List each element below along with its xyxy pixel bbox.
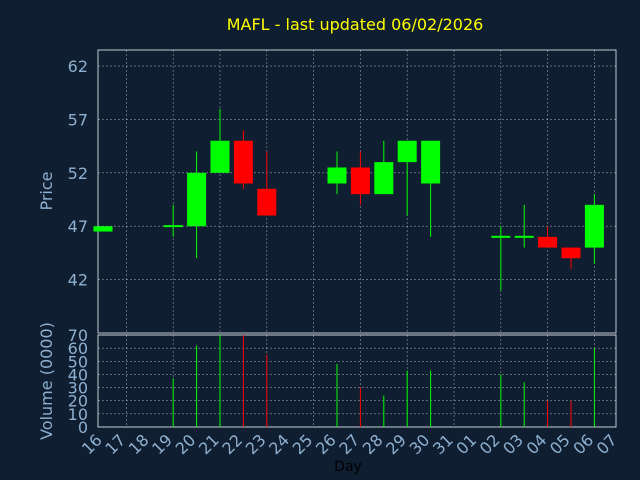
candle-body (397, 140, 417, 163)
volume-series (172, 335, 595, 427)
candle-body (257, 188, 277, 216)
candle-body (561, 247, 581, 259)
candle-body (327, 167, 347, 184)
x-axis-label: Day (334, 459, 362, 475)
volume-tick-label: 0 (78, 418, 88, 437)
price-axis-ticks: 62 57 52 47 42 (68, 57, 88, 290)
chart-title: MAFL - last updated 06/02/2026 (227, 15, 484, 34)
volume-axis-label: Volume (0000) (37, 322, 56, 440)
volume-tick-label: 70 (68, 326, 88, 345)
candle-body (93, 226, 113, 232)
candle-body (374, 162, 394, 195)
price-tick-label: 57 (68, 110, 88, 129)
volume-tick-label: 20 (68, 392, 88, 411)
volume-tick-label: 50 (68, 352, 88, 371)
candle-body (584, 204, 604, 248)
candle-body (350, 167, 370, 195)
candlestick-series (93, 108, 604, 291)
candle-body (210, 140, 230, 173)
volume-tick-label: 30 (68, 379, 88, 398)
candle-body (491, 235, 511, 238)
price-tick-label: 62 (68, 57, 88, 76)
candle-body (514, 235, 534, 238)
price-axis-label: Price (37, 171, 56, 210)
volume-panel-frame (97, 334, 617, 428)
volume-tick-label: 10 (68, 405, 88, 424)
x-axis-ticks: 1617181920212223242526272829303101020304… (78, 430, 621, 458)
price-tick-label: 42 (68, 271, 88, 290)
price-panel-frame (97, 49, 617, 334)
candle-body (187, 172, 207, 227)
price-tick-label: 52 (68, 164, 88, 183)
volume-tick-label: 40 (68, 365, 88, 384)
candle-body (538, 236, 558, 248)
volume-tick-label: 60 (68, 339, 88, 358)
candle-body (421, 140, 441, 184)
price-tick-label: 47 (68, 217, 88, 236)
candle-body (233, 140, 253, 184)
candle-body (163, 225, 183, 228)
